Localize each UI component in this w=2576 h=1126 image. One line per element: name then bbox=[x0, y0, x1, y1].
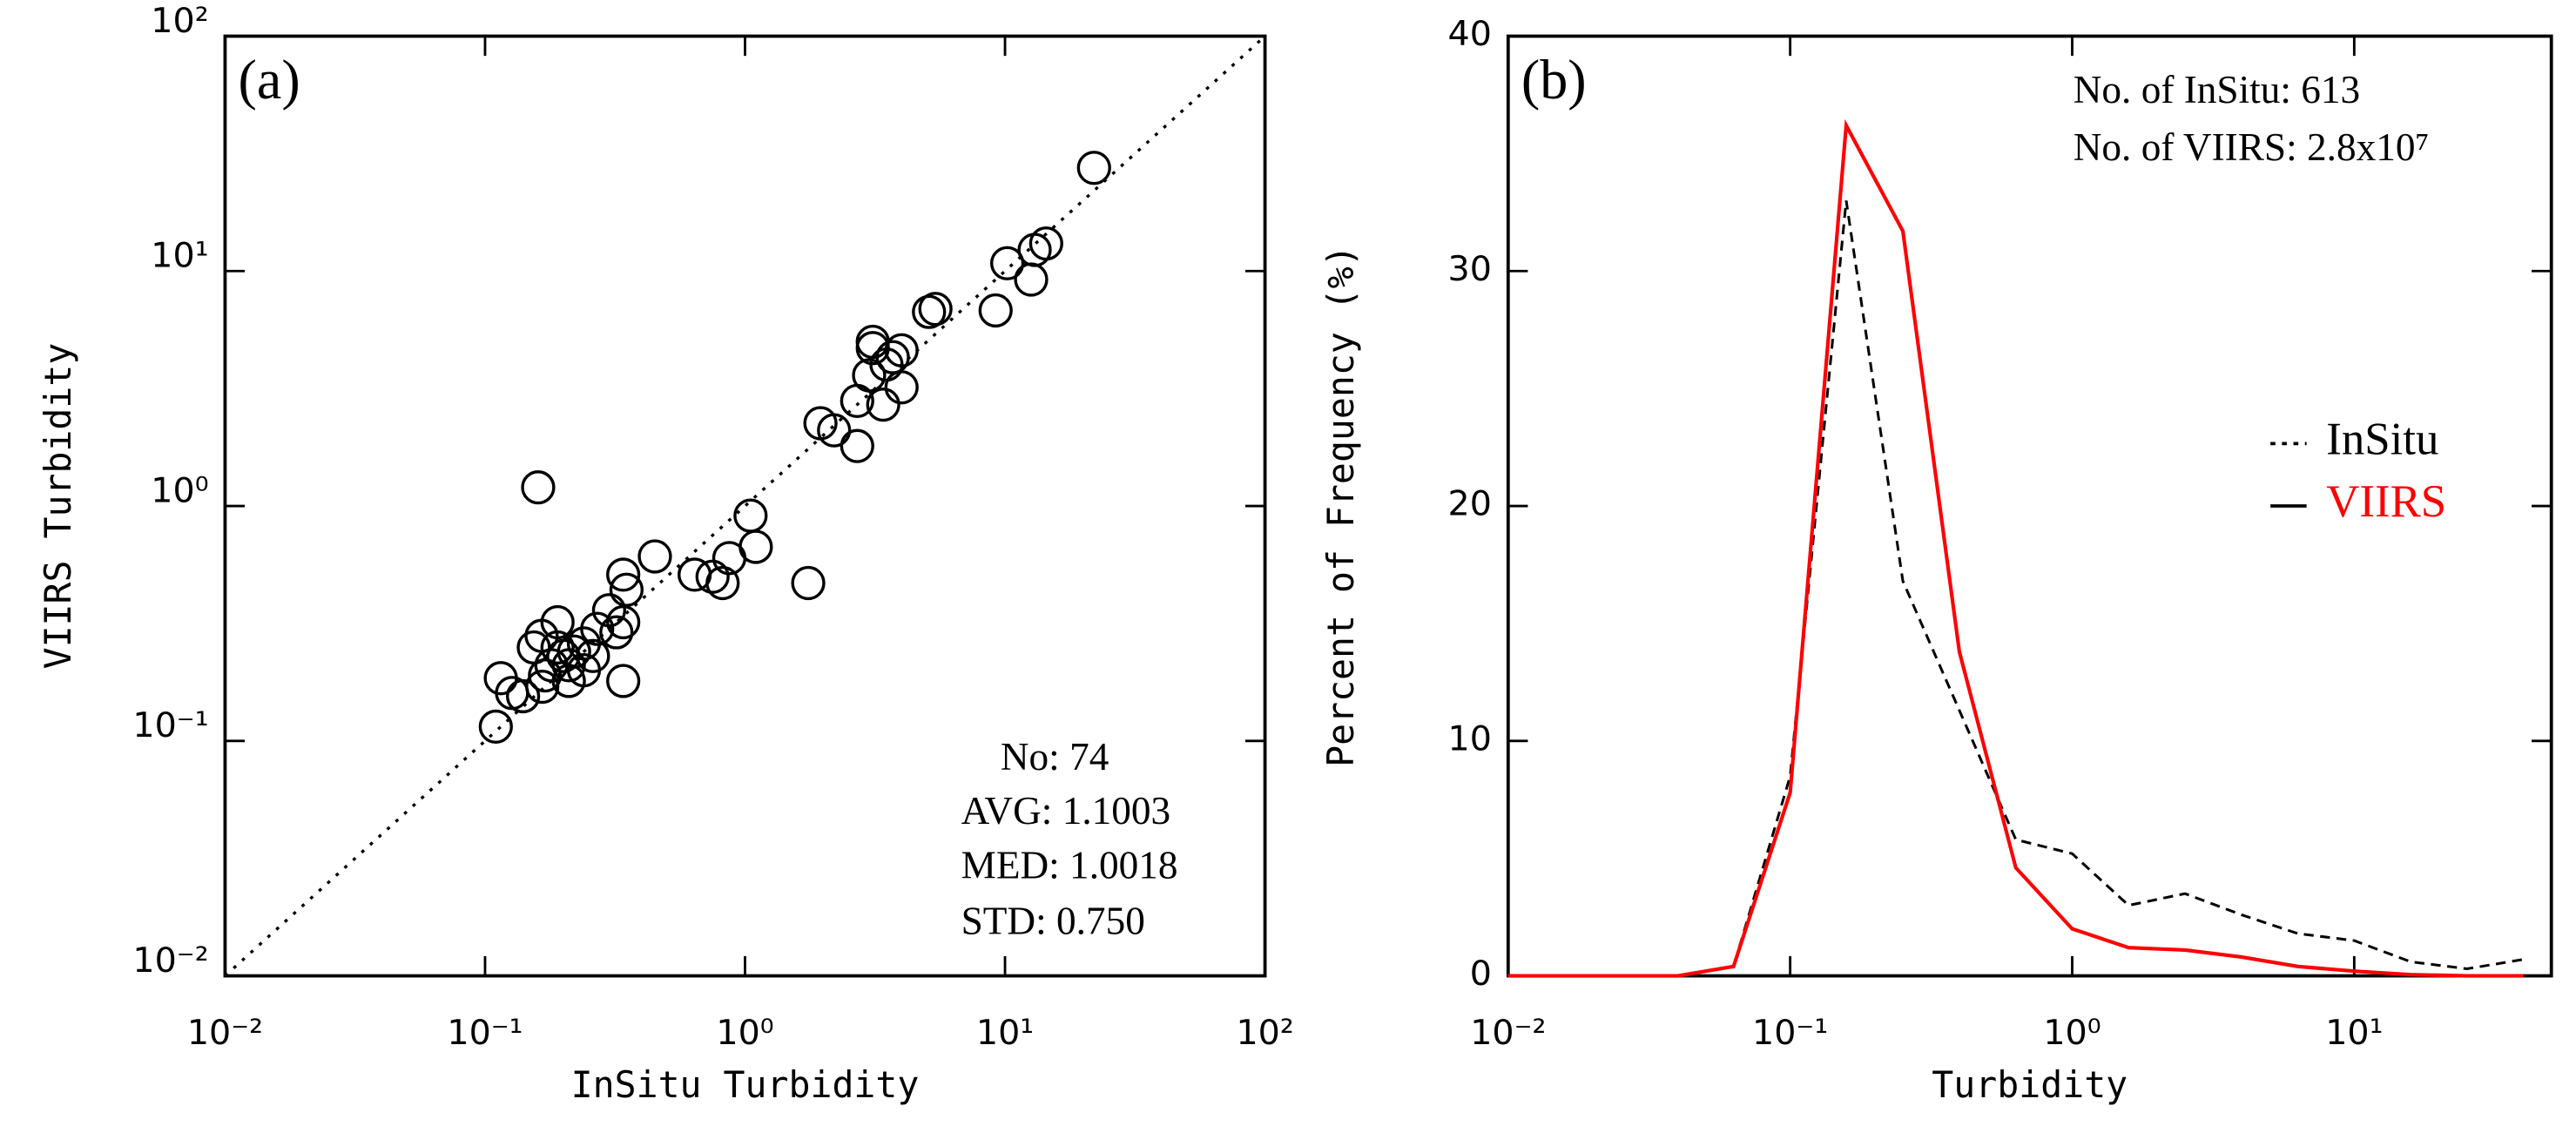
x-tick-label: 10⁻¹ bbox=[1752, 1013, 1828, 1053]
point bbox=[866, 388, 900, 422]
x-tick-label: 10¹ bbox=[976, 1013, 1034, 1053]
point bbox=[546, 638, 581, 673]
point bbox=[1076, 151, 1111, 185]
one-to-one-line bbox=[224, 35, 1266, 977]
x-axis-title: InSitu Turbidity bbox=[571, 1063, 920, 1106]
point bbox=[695, 559, 730, 594]
point bbox=[840, 428, 874, 463]
x-tick-label: 10⁰ bbox=[716, 1013, 773, 1053]
y-axis-title: VIIRS Turbidity bbox=[37, 343, 79, 670]
legend-label: VIIRS bbox=[2326, 476, 2446, 527]
panel: 10⁻² 10⁻¹ 10⁰ 10¹ 0 10 20 30 40 Turbidity Percent … bbox=[1319, 14, 2553, 1106]
point bbox=[637, 539, 672, 574]
point bbox=[733, 498, 768, 533]
y-axis-title: Percent of Frequency (%) bbox=[1319, 245, 1362, 767]
y-tick-label: 0 bbox=[1470, 954, 1492, 994]
y-tick-label: 20 bbox=[1448, 484, 1492, 524]
y-tick-label: 10⁰ bbox=[151, 470, 208, 510]
point bbox=[525, 670, 560, 705]
point bbox=[884, 370, 919, 405]
point bbox=[576, 638, 610, 673]
point bbox=[1017, 233, 1052, 267]
point bbox=[528, 657, 563, 693]
annotation: AVG: 1.1003 bbox=[961, 789, 1171, 833]
point bbox=[791, 565, 826, 601]
point bbox=[855, 324, 890, 360]
y-tick-label: 10⁻² bbox=[132, 941, 208, 981]
panel-label: (b) bbox=[1521, 49, 1587, 111]
point bbox=[817, 413, 852, 448]
point bbox=[591, 593, 627, 628]
point bbox=[678, 557, 712, 592]
x-axis-title: Turbidity bbox=[1932, 1063, 2128, 1106]
point bbox=[609, 572, 644, 607]
panel: 10⁻² 10⁻¹ 10⁰ 10¹ 10² 10⁻² 10⁻¹ 10⁰ 10¹ 10² InSitu… bbox=[37, 1, 1294, 1106]
point bbox=[478, 709, 513, 745]
x-tick-label: 10⁻² bbox=[1470, 1013, 1546, 1053]
point bbox=[1014, 262, 1049, 297]
point bbox=[606, 664, 641, 698]
point bbox=[505, 678, 541, 714]
point bbox=[840, 383, 874, 419]
point bbox=[606, 557, 641, 592]
annotation: No: 74 bbox=[1001, 735, 1109, 779]
y-tick-label: 30 bbox=[1448, 249, 1492, 289]
x-tick-label: 10¹ bbox=[2325, 1013, 2383, 1053]
series-line bbox=[1507, 118, 2524, 978]
point bbox=[551, 648, 586, 683]
y-tick-label: 10 bbox=[1448, 718, 1492, 759]
point bbox=[912, 294, 947, 329]
point bbox=[978, 293, 1013, 328]
legend-label: InSitu bbox=[2326, 414, 2438, 464]
point bbox=[521, 470, 556, 505]
x-tick-label: 10⁻² bbox=[187, 1013, 263, 1053]
series-line bbox=[1507, 200, 2524, 978]
point bbox=[990, 246, 1025, 280]
x-tick-label: 10⁰ bbox=[2043, 1013, 2101, 1053]
annotation: No. of InSitu: 613 bbox=[2074, 68, 2360, 111]
point bbox=[599, 615, 634, 650]
annotation: MED: 1.0018 bbox=[961, 843, 1178, 887]
y-tick-label: 10⁻¹ bbox=[132, 705, 208, 745]
point bbox=[540, 630, 575, 665]
annotation: No. of VIIRS: 2.8x10⁷ bbox=[2074, 125, 2430, 169]
y-tick-label: 10² bbox=[151, 1, 208, 41]
panel-label: (a) bbox=[239, 49, 300, 111]
y-tick-label: 40 bbox=[1448, 14, 1492, 54]
annotation: STD: 0.750 bbox=[961, 899, 1145, 942]
x-tick-label: 10² bbox=[1236, 1013, 1293, 1053]
x-tick-label: 10⁻¹ bbox=[447, 1013, 523, 1053]
y-tick-label: 10¹ bbox=[151, 236, 208, 276]
point bbox=[918, 292, 953, 327]
point bbox=[1028, 226, 1063, 261]
